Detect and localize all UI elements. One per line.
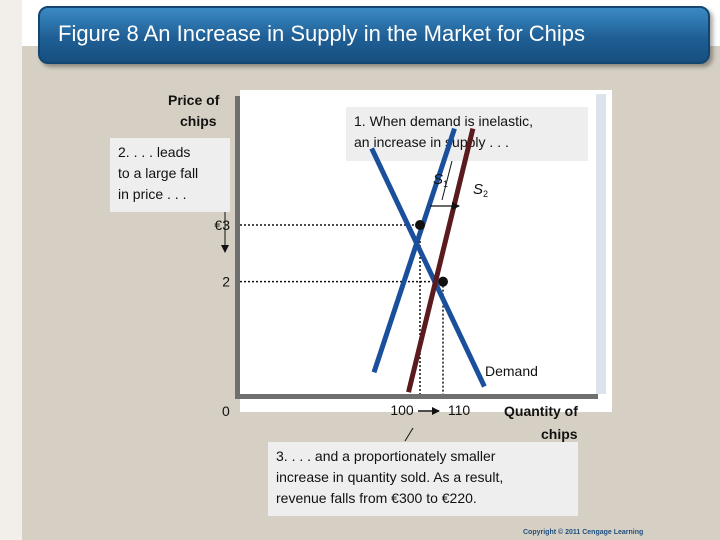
equilibrium-point-0: [415, 219, 425, 230]
callout-2-line-1: 2. . . . leads: [118, 144, 191, 160]
callout-quantity-revenue: 3. . . . and a proportionately smaller i…: [268, 442, 578, 516]
title-banner: Figure 8 An Increase in Supply in the Ma…: [38, 6, 710, 64]
x-axis: [235, 394, 598, 399]
pointer-callout-1: [441, 160, 453, 201]
supply-label-1: S1: [433, 171, 448, 189]
callout-3-line-2: increase in quantity sold. As a result,: [276, 469, 504, 485]
callout-2-line-2: to a large fall: [118, 165, 199, 181]
x-tick-label-1: 110: [448, 402, 471, 418]
callout-3-line-1: 3. . . . and a proportionately smaller: [276, 448, 496, 464]
y-axis-label-line2: chips: [180, 113, 217, 129]
supply-label-2: S2: [473, 181, 488, 199]
x-tick-label-0: 100: [390, 402, 414, 418]
callout-1-line-1: 1. When demand is inelastic,: [354, 113, 533, 129]
callout-3-line-3: revenue falls from €300 to €220.: [276, 490, 477, 506]
left-margin-bar: [0, 0, 22, 540]
callout-2-line-3: in price . . .: [118, 186, 187, 202]
supply-curve-s1: [371, 127, 457, 374]
origin-label: 0: [222, 403, 230, 419]
demand-curve: [369, 147, 487, 388]
pointer-callout-3: [404, 427, 414, 442]
y-axis: [235, 96, 240, 399]
slide-title: Figure 8 An Increase in Supply in the Ma…: [58, 21, 586, 46]
equilibrium-point-1: [438, 276, 448, 287]
supply-curve-s2: [406, 128, 476, 393]
demand-label: Demand: [485, 363, 538, 379]
x-axis-label-line2: chips: [541, 426, 578, 442]
y-tick-label-1: 2: [222, 274, 230, 290]
y-axis-label-line1: Price of: [168, 92, 220, 108]
copyright-notice: Copyright © 2011 Cengage Learning: [523, 529, 644, 536]
callout-price-fall: 2. . . . leads to a large fall in price …: [110, 138, 230, 212]
y-tick-label-0: €3: [214, 217, 230, 233]
x-axis-label-line1: Quantity of: [504, 403, 578, 419]
